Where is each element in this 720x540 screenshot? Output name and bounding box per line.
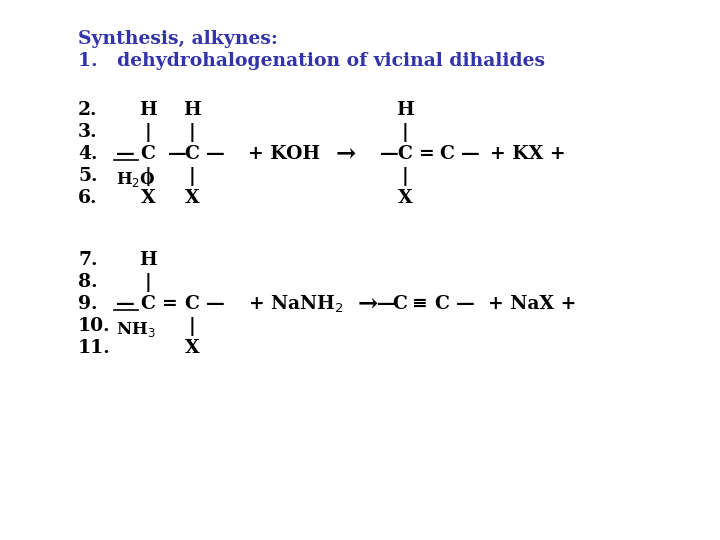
Text: H: H bbox=[139, 251, 157, 269]
Text: 1.   dehydrohalogenation of vicinal dihalides: 1. dehydrohalogenation of vicinal dihali… bbox=[78, 52, 545, 70]
Text: C: C bbox=[435, 295, 449, 313]
Text: —: — bbox=[116, 145, 135, 163]
Text: |: | bbox=[145, 273, 151, 292]
Text: |: | bbox=[189, 166, 195, 186]
Text: —: — bbox=[456, 295, 474, 313]
Text: |: | bbox=[402, 166, 408, 186]
Text: 4.: 4. bbox=[78, 145, 97, 163]
Text: —: — bbox=[116, 295, 135, 313]
Text: =: = bbox=[162, 295, 178, 313]
Text: —: — bbox=[377, 295, 396, 313]
Text: 10.: 10. bbox=[78, 317, 111, 335]
Text: 5.: 5. bbox=[78, 167, 97, 185]
Text: |: | bbox=[189, 316, 195, 335]
Text: 7.: 7. bbox=[78, 251, 97, 269]
Text: + NaX +: + NaX + bbox=[488, 295, 577, 313]
Text: C: C bbox=[184, 145, 199, 163]
Text: C: C bbox=[140, 145, 156, 163]
Text: Synthesis, alkynes:: Synthesis, alkynes: bbox=[78, 30, 278, 48]
Text: —: — bbox=[206, 145, 225, 163]
Text: ≡: ≡ bbox=[412, 295, 428, 313]
Text: C: C bbox=[440, 145, 454, 163]
Text: X: X bbox=[140, 189, 156, 207]
Text: 6.: 6. bbox=[78, 189, 97, 207]
Text: H: H bbox=[396, 101, 414, 119]
Text: + NaNH$_2$: + NaNH$_2$ bbox=[248, 293, 343, 315]
Text: 11.: 11. bbox=[78, 339, 111, 357]
Text: |: | bbox=[145, 123, 151, 141]
Text: C: C bbox=[397, 145, 413, 163]
Text: C: C bbox=[140, 295, 156, 313]
Text: →: → bbox=[358, 292, 379, 316]
Text: 2.: 2. bbox=[78, 101, 97, 119]
Text: →: → bbox=[336, 142, 356, 166]
Text: —: — bbox=[380, 145, 399, 163]
Text: X: X bbox=[184, 339, 199, 357]
Text: |: | bbox=[402, 123, 408, 141]
Text: X: X bbox=[184, 189, 199, 207]
Text: NH$_3$: NH$_3$ bbox=[116, 320, 156, 339]
Text: H$_2$O: H$_2$O bbox=[116, 170, 156, 189]
Text: —: — bbox=[206, 295, 225, 313]
Text: 9.: 9. bbox=[78, 295, 97, 313]
Text: H: H bbox=[139, 101, 157, 119]
Text: H: H bbox=[183, 101, 201, 119]
Text: 8.: 8. bbox=[78, 273, 98, 291]
Text: + KX +: + KX + bbox=[490, 145, 566, 163]
Text: |: | bbox=[189, 123, 195, 141]
Text: C: C bbox=[184, 295, 199, 313]
Text: 3.: 3. bbox=[78, 123, 98, 141]
Text: —: — bbox=[461, 145, 480, 163]
Text: —: — bbox=[168, 145, 186, 163]
Text: + KOH: + KOH bbox=[248, 145, 320, 163]
Text: |: | bbox=[145, 166, 151, 186]
Text: =: = bbox=[419, 145, 435, 163]
Text: C: C bbox=[392, 295, 408, 313]
Text: X: X bbox=[397, 189, 413, 207]
